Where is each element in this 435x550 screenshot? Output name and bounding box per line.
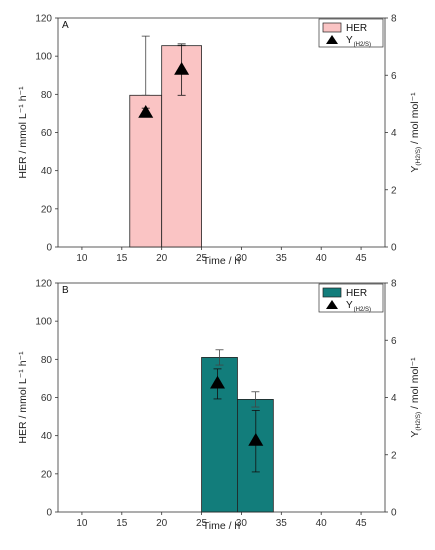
legend-label-yield: Y(H2/S) [346,300,371,313]
legend-triangle-icon [326,300,338,309]
y-right-tick-label: 2 [391,450,397,461]
y-left-tick-label: 60 [41,128,53,139]
chart-panel-a: 10 15 20 25 30 35 40 45 0 20 40 60 80 100 120 0 2 4 6 8 A Tim… [17,14,422,268]
y-left-tick-label: 0 [46,243,52,254]
yield-point-1 [138,104,154,118]
y-right-tick-label: 0 [391,243,397,254]
yield-point-2 [174,62,190,75]
y-left-tick-label: 120 [35,279,52,290]
legend-yield-base: Y [346,300,353,311]
y-left-tick-label: 20 [41,469,53,480]
y-left-axis-label: HER / mmol L⁻¹ h⁻¹ [17,351,29,444]
x-tick-label: 45 [356,253,368,264]
panel-label: B [62,285,69,296]
yield-point-1 [210,375,226,389]
legend-label-yield: Y(H2/S) [346,35,371,48]
x-axis-label: Time / h [203,520,241,532]
legend-yield-sub: (H2/S) [354,42,371,48]
legend-swatch-her [322,287,342,298]
y-right-tick-label: 2 [391,185,397,196]
legend-swatch-her [322,22,342,33]
y-right-axis-label: Y(H2/S) / mol mol⁻¹ [409,357,422,438]
y-right-label-base: Y [409,431,421,438]
x-tick-label: 20 [156,253,168,264]
x-tick-label: 25 [196,253,208,264]
y-left-tick-label: 120 [35,14,52,25]
y-right-tick-label: 0 [391,508,397,519]
y-right-label-suffix: / mol mol⁻¹ [409,92,421,147]
y-left-tick-label: 60 [41,393,53,404]
y-right-tick-label: 4 [391,128,397,139]
x-tick-label: 30 [236,518,248,529]
y-left-axis-label: HER / mmol L⁻¹ h⁻¹ [17,86,29,179]
bar-error-2 [251,391,260,408]
x-tick-label: 45 [356,518,368,529]
bar-error-1 [141,35,150,96]
x-tick-label: 30 [236,253,248,264]
y-right-label-sub: (H2/S) [415,147,422,166]
y-right-tick-label: 6 [391,336,397,347]
y-left-tick-label: 20 [41,204,53,215]
y-right-tick-label: 4 [391,393,397,404]
y-right-label-suffix: / mol mol⁻¹ [409,357,421,412]
x-tick-label: 10 [76,253,88,264]
x-axis-label: Time / h [203,255,241,267]
y-right-axis-label: Y(H2/S) / mol mol⁻¹ [409,92,422,173]
plot-frame [57,17,386,248]
x-tick-label: 20 [156,518,168,529]
y-left-tick-label: 100 [35,317,52,328]
chart-panel-b: 10 15 20 25 30 35 40 45 0 20 40 60 80 100 120 0 2 4 6 8 B Tim… [17,279,422,533]
y-right-label-base: Y [409,166,421,173]
y-left-tick-label: 80 [41,355,53,366]
panel-label: A [62,20,69,31]
y-left-tick-label: 100 [35,52,52,63]
y-left-tick-label: 40 [41,166,53,177]
legend-label-her: HER [346,23,367,34]
legend-yield-base: Y [346,35,353,46]
y-right-label-sub: (H2/S) [415,412,422,431]
x-tick-label: 40 [316,518,328,529]
x-tick-label: 35 [276,253,288,264]
x-tick-label: 10 [76,518,88,529]
x-tick-label: 25 [196,518,208,529]
bar-error-1 [215,349,224,366]
legend-yield-sub: (H2/S) [354,307,371,313]
y-right-tick-label: 8 [391,279,397,290]
y-right-tick-label: 8 [391,14,397,25]
x-tick-label: 15 [116,518,128,529]
y-left-tick-label: 80 [41,90,53,101]
x-tick-label: 35 [276,518,288,529]
x-tick-label: 15 [116,253,128,264]
x-tick-label: 40 [316,253,328,264]
y-left-tick-label: 0 [46,508,52,519]
bar-her-1 [129,94,163,248]
legend-label-her: HER [346,288,367,299]
y-right-tick-label: 6 [391,71,397,82]
legend-triangle-icon [326,35,338,44]
yield-point-2 [248,432,264,446]
y-left-tick-label: 40 [41,431,53,442]
